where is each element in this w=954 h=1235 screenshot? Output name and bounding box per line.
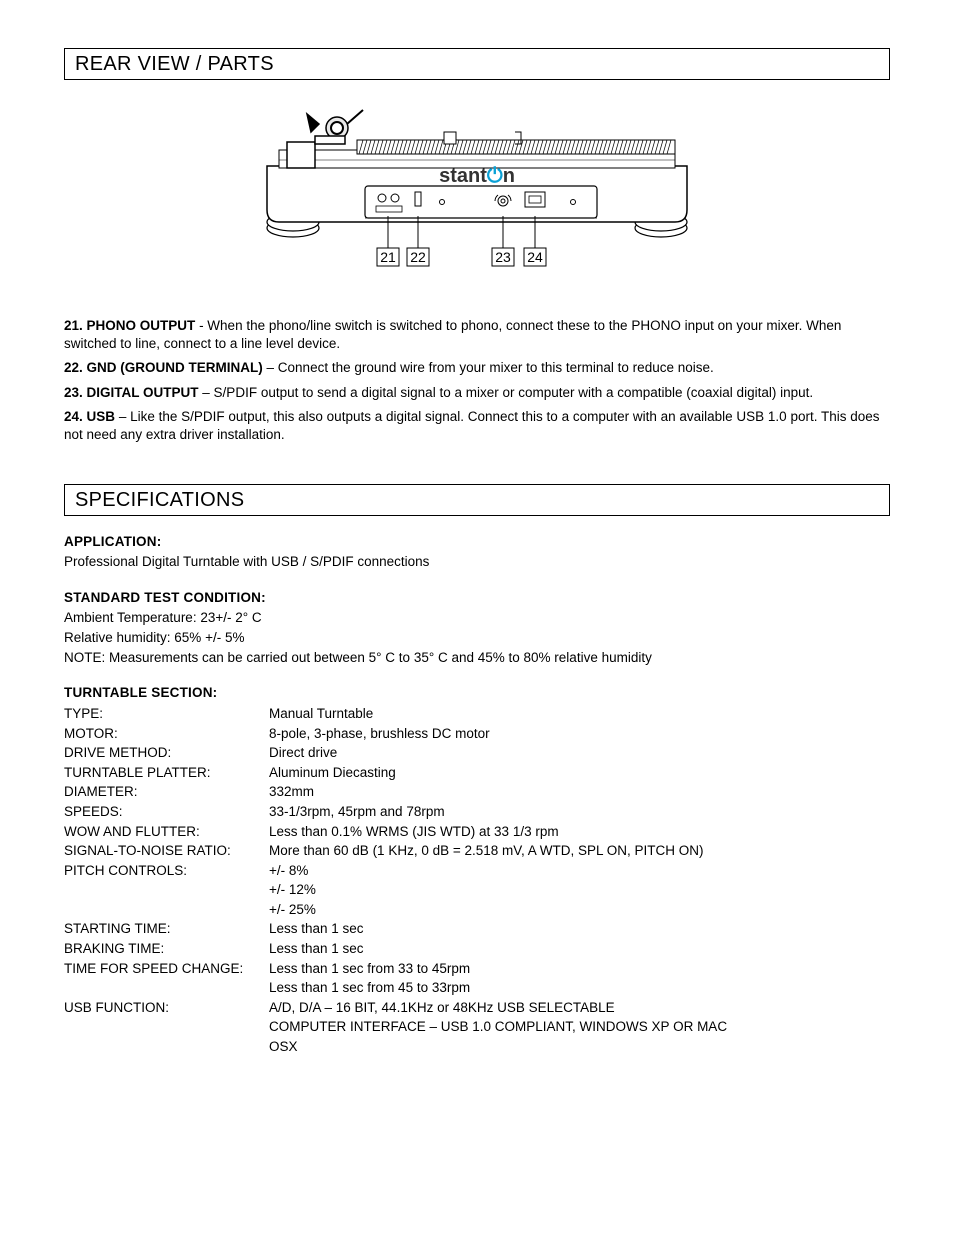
spec-value: OSX [269, 1037, 890, 1057]
spec-key [64, 1017, 269, 1037]
spec-key: TYPE: [64, 704, 269, 724]
item-number: 22. [64, 360, 83, 375]
spec-value: Less than 0.1% WRMS (JIS WTD) at 33 1/3 … [269, 822, 890, 842]
spec-row: PITCH CONTROLS:+/- 8% [64, 861, 890, 881]
item-24: 24. USB – Like the S/PDIF output, this a… [64, 408, 890, 444]
spec-value: A/D, D/A – 16 BIT, 44.1KHz or 48KHz USB … [269, 998, 890, 1018]
spec-value: Aluminum Diecasting [269, 763, 890, 783]
spec-value: 33-1/3rpm, 45rpm and 78rpm [269, 802, 890, 822]
item-22: 22. GND (GROUND TERMINAL) – Connect the … [64, 359, 890, 377]
spec-value: 8-pole, 3-phase, brushless DC motor [269, 724, 890, 744]
spec-key [64, 1037, 269, 1057]
spec-key: WOW AND FLUTTER: [64, 822, 269, 842]
spec-row: TYPE:Manual Turntable [64, 704, 890, 724]
spec-key: DRIVE METHOD: [64, 743, 269, 763]
spec-value: Less than 1 sec from 45 to 33rpm [269, 978, 890, 998]
spec-row: DRIVE METHOD:Direct drive [64, 743, 890, 763]
spec-key: USB FUNCTION: [64, 998, 269, 1018]
spec-key [64, 900, 269, 920]
spec-row: SIGNAL-TO-NOISE RATIO:More than 60 dB (1… [64, 841, 890, 861]
spec-row: USB FUNCTION:A/D, D/A – 16 BIT, 44.1KHz … [64, 998, 890, 1018]
spec-value: Direct drive [269, 743, 890, 763]
spec-row: WOW AND FLUTTER:Less than 0.1% WRMS (JIS… [64, 822, 890, 842]
turntable-spec-table: TYPE:Manual Turntable MOTOR:8-pole, 3-ph… [64, 704, 890, 1056]
spec-value: 332mm [269, 782, 890, 802]
spec-value: +/- 25% [269, 900, 890, 920]
svg-text:23: 23 [495, 249, 511, 265]
svg-text:stant⏻n: stant⏻n [439, 165, 515, 187]
spec-key: PITCH CONTROLS: [64, 861, 269, 881]
spec-row: TIME FOR SPEED CHANGE:Less than 1 sec fr… [64, 959, 890, 979]
item-number: 24. [64, 409, 83, 424]
spec-value: Manual Turntable [269, 704, 890, 724]
spec-row: STARTING TIME:Less than 1 sec [64, 919, 890, 939]
item-desc: – S/PDIF output to send a digital signal… [199, 385, 814, 400]
heading-std-test: STANDARD TEST CONDITION: [64, 590, 890, 605]
spec-row: OSX [64, 1037, 890, 1057]
spec-key [64, 978, 269, 998]
turntable-rear-diagram: stant⏻n 21 22 23 24 [247, 88, 707, 288]
std-test-line: Ambient Temperature: 23+/- 2° C [64, 609, 890, 627]
spec-value: Less than 1 sec [269, 919, 890, 939]
spec-row: Less than 1 sec from 45 to 33rpm [64, 978, 890, 998]
item-label: GND (GROUND TERMINAL) [87, 360, 263, 375]
std-test-line: NOTE: Measurements can be carried out be… [64, 649, 890, 667]
spec-key: DIAMETER: [64, 782, 269, 802]
svg-text:24: 24 [527, 249, 543, 265]
spec-key [64, 880, 269, 900]
spec-value: +/- 8% [269, 861, 890, 881]
spec-row: SPEEDS:33-1/3rpm, 45rpm and 78rpm [64, 802, 890, 822]
specifications-title: SPECIFICATIONS [64, 484, 890, 516]
spec-row: MOTOR:8-pole, 3-phase, brushless DC moto… [64, 724, 890, 744]
item-label: USB [87, 409, 116, 424]
spec-key: SPEEDS: [64, 802, 269, 822]
spec-key: MOTOR: [64, 724, 269, 744]
item-label: DIGITAL OUTPUT [87, 385, 199, 400]
spec-value: Less than 1 sec [269, 939, 890, 959]
item-number: 21. [64, 318, 83, 333]
spec-row: COMPUTER INTERFACE – USB 1.0 COMPLIANT, … [64, 1017, 890, 1037]
std-test-line: Relative humidity: 65% +/- 5% [64, 629, 890, 647]
spec-key: BRAKING TIME: [64, 939, 269, 959]
rear-view-figure: stant⏻n 21 22 23 24 [64, 88, 890, 293]
spec-value: COMPUTER INTERFACE – USB 1.0 COMPLIANT, … [269, 1017, 890, 1037]
spec-key: STARTING TIME: [64, 919, 269, 939]
spec-key: SIGNAL-TO-NOISE RATIO: [64, 841, 269, 861]
item-desc: – Connect the ground wire from your mixe… [263, 360, 714, 375]
svg-text:21: 21 [380, 249, 396, 265]
spec-row: TURNTABLE PLATTER:Aluminum Diecasting [64, 763, 890, 783]
spec-value: Less than 1 sec from 33 to 45rpm [269, 959, 890, 979]
rear-view-title: REAR VIEW / PARTS [64, 48, 890, 80]
item-desc: – Like the S/PDIF output, this also outp… [64, 409, 880, 442]
item-21: 21. PHONO OUTPUT - When the phono/line s… [64, 317, 890, 353]
item-label: PHONO OUTPUT [87, 318, 196, 333]
spec-key: TIME FOR SPEED CHANGE: [64, 959, 269, 979]
heading-application: APPLICATION: [64, 534, 890, 549]
spec-key: TURNTABLE PLATTER: [64, 763, 269, 783]
item-number: 23. [64, 385, 83, 400]
spec-row: +/- 12% [64, 880, 890, 900]
svg-text:22: 22 [410, 249, 426, 265]
spec-value: +/- 12% [269, 880, 890, 900]
item-23: 23. DIGITAL OUTPUT – S/PDIF output to se… [64, 384, 890, 402]
spec-row: DIAMETER:332mm [64, 782, 890, 802]
spec-row: BRAKING TIME:Less than 1 sec [64, 939, 890, 959]
application-line: Professional Digital Turntable with USB … [64, 553, 890, 571]
heading-turntable: TURNTABLE SECTION: [64, 685, 890, 700]
rear-parts-list: 21. PHONO OUTPUT - When the phono/line s… [64, 317, 890, 444]
spec-row: +/- 25% [64, 900, 890, 920]
spec-value: More than 60 dB (1 KHz, 0 dB = 2.518 mV,… [269, 841, 890, 861]
